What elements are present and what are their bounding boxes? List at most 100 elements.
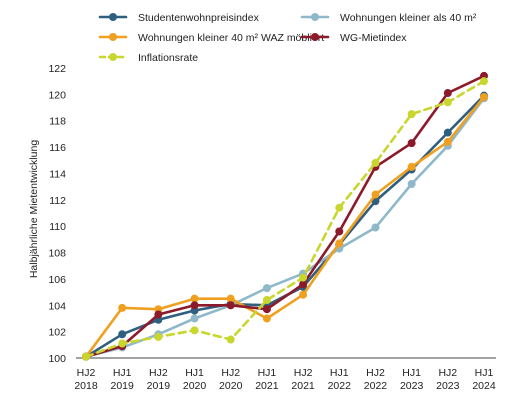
legend-label: WG-Mietindex — [340, 32, 407, 44]
y-tick-labels: 100 102 104 106 108 110 112 114 116 118 120 122 — [48, 63, 66, 365]
data-point — [190, 301, 199, 310]
y-tick-label: 122 — [48, 63, 66, 75]
x-tick-label: HJ2 2022 — [364, 367, 388, 392]
x-tick-label: HJ1 2021 — [255, 367, 279, 392]
series-2 — [82, 94, 488, 361]
y-tick-label: 104 — [48, 300, 66, 312]
x-tick-year: 2023 — [400, 380, 424, 392]
data-point — [335, 227, 344, 236]
data-point — [407, 162, 416, 171]
data-point — [480, 93, 488, 101]
data-point — [443, 98, 452, 107]
data-point — [262, 284, 271, 293]
x-tick-label: HJ1 2019 — [111, 367, 135, 392]
x-tick-label: HJ2 2018 — [74, 367, 98, 392]
data-point — [154, 332, 163, 341]
legend-swatch-marker — [109, 53, 117, 61]
series-3 — [82, 93, 488, 361]
y-tick-label: 112 — [49, 195, 66, 207]
x-tick-year: 2021 — [291, 380, 315, 392]
data-point — [371, 190, 380, 199]
series-line — [84, 94, 486, 359]
data-point — [299, 290, 308, 299]
y-tick-label: 114 — [49, 168, 66, 180]
legend-item: Studentenwohnpreisindex — [98, 12, 260, 24]
y-axis-label: Halbjährliche Mietentwicklung — [28, 140, 40, 278]
series-line — [84, 79, 486, 359]
data-point — [190, 294, 199, 303]
x-tick-half: HJ1 — [185, 367, 204, 379]
x-tick-label: HJ1 2022 — [328, 367, 352, 392]
series-1 — [82, 91, 488, 361]
legend-item: Wohnungen kleiner als 40 m² — [300, 12, 477, 24]
x-tick-half: HJ2 — [438, 367, 457, 379]
data-point — [335, 239, 344, 248]
legend-swatch-marker — [311, 13, 319, 21]
y-tick-label: 100 — [48, 353, 66, 365]
data-point — [443, 137, 452, 146]
x-tick-half: HJ1 — [113, 367, 132, 379]
x-tick-half: HJ2 — [366, 367, 385, 379]
data-point — [118, 339, 127, 348]
x-tick-label: HJ2 2020 — [219, 367, 243, 392]
legend-item: Wohnungen kleiner 40 m² WAZ möbliert — [98, 32, 324, 44]
series-4 — [82, 71, 488, 361]
x-tick-year: 2020 — [183, 380, 207, 392]
y-tick-label: 102 — [48, 327, 66, 339]
data-point — [262, 296, 271, 304]
x-tick-label: HJ1 2024 — [472, 367, 496, 392]
legend-swatch-marker — [311, 33, 319, 41]
data-point — [226, 294, 235, 303]
legend-label: Studentenwohnpreisindex — [138, 12, 260, 24]
data-point — [299, 273, 308, 282]
data-point — [82, 352, 90, 361]
x-tick-year: 2020 — [219, 380, 243, 392]
x-tick-year: 2021 — [255, 380, 279, 392]
data-point — [407, 110, 416, 119]
legend: Studentenwohnpreisindex Wohnungen kleiner… — [98, 12, 477, 64]
series-line — [84, 74, 486, 359]
x-tick-year: 2023 — [436, 380, 460, 392]
x-tick-year: 2024 — [472, 380, 496, 392]
legend-item: Inflationsrate — [98, 52, 198, 64]
data-point — [443, 128, 452, 137]
y-tick-label: 108 — [48, 248, 66, 260]
x-tick-half: HJ2 — [221, 367, 240, 379]
data-point — [226, 301, 235, 310]
data-point — [154, 310, 163, 319]
x-tick-half: HJ2 — [294, 367, 313, 379]
x-tick-label: HJ2 2019 — [147, 367, 171, 392]
x-tick-half: HJ1 — [402, 367, 421, 379]
data-point — [190, 326, 199, 335]
y-tick-label: 116 — [49, 142, 66, 154]
data-point — [443, 89, 452, 98]
x-tick-label: HJ2 2021 — [291, 367, 315, 392]
data-point — [407, 180, 416, 188]
x-tick-half: HJ1 — [258, 367, 277, 379]
x-tick-year: 2022 — [328, 380, 352, 392]
data-point — [262, 314, 271, 323]
series-group — [82, 71, 488, 361]
legend-label: Wohnungen kleiner als 40 m² — [340, 12, 477, 24]
data-point — [335, 203, 344, 212]
x-tick-label: HJ1 2023 — [400, 367, 424, 392]
x-tick-year: 2019 — [147, 380, 171, 392]
data-point — [262, 305, 271, 314]
legend-swatch-marker — [109, 13, 117, 21]
data-point — [480, 77, 488, 86]
data-point — [371, 158, 380, 167]
y-tick-label: 120 — [48, 89, 66, 101]
legend-swatch-marker — [109, 33, 117, 41]
x-tick-year: 2022 — [364, 380, 388, 392]
x-tick-year: 2019 — [111, 380, 135, 392]
x-tick-label: HJ1 2020 — [183, 367, 207, 392]
x-tick-half: HJ2 — [77, 367, 96, 379]
data-point — [371, 223, 380, 232]
x-tick-year: 2018 — [74, 380, 98, 392]
x-tick-half: HJ1 — [330, 367, 349, 379]
x-tick-half: HJ2 — [149, 367, 168, 379]
x-tick-label: HJ2 2023 — [436, 367, 460, 392]
data-point — [299, 280, 308, 289]
